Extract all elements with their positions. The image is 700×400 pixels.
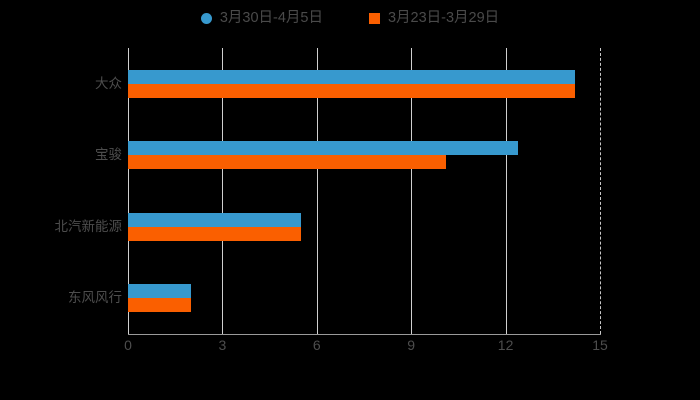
x-tick-label-6: 6: [312, 337, 321, 353]
y-axis-label-2: 北汽新能源: [54, 218, 123, 234]
x-axis-line: [128, 334, 601, 335]
bar[interactable]: [128, 284, 191, 299]
bar[interactable]: [128, 212, 302, 227]
gridline-0: [128, 48, 129, 334]
bar[interactable]: [128, 69, 575, 84]
legend-label-series-0: 3月30日-4月5日: [219, 9, 323, 26]
legend-circle-marker-icon: [200, 12, 212, 24]
gridline-12: [505, 48, 507, 334]
x-tick-label-0: 0: [124, 337, 132, 353]
gridline-15: [600, 48, 601, 334]
bar[interactable]: [128, 83, 575, 98]
bar[interactable]: [128, 298, 191, 313]
x-tick-label-15: 15: [592, 337, 608, 353]
plot-area: [128, 48, 601, 334]
x-axis-tick-labels: 0 3 6 9 12 15: [124, 337, 608, 360]
y-axis-label-3: 东风风行: [68, 290, 122, 306]
y-axis-label-1: 宝骏: [95, 147, 122, 163]
bar[interactable]: [128, 226, 302, 241]
x-tick-label-12: 12: [497, 337, 514, 353]
bar[interactable]: [128, 141, 519, 156]
chart-legend: 3月30日-4月5日 3月23日-3月29日: [0, 4, 700, 32]
gridline-9: [411, 48, 413, 334]
y-axis-category-labels: 大众宝骏北汽新能源东风风行: [0, 48, 123, 334]
legend-square-marker-icon: [368, 12, 380, 24]
gridline-3: [222, 48, 224, 334]
legend-entry-series-0[interactable]: 3月30日-4月5日: [200, 9, 323, 26]
legend-entry-series-1[interactable]: 3月23日-3月29日: [368, 9, 500, 26]
bar[interactable]: [128, 155, 446, 170]
y-axis-label-0: 大众: [95, 75, 122, 91]
x-tick-label-3: 3: [218, 337, 227, 353]
x-tick-label-9: 9: [407, 337, 416, 353]
legend-label-series-1: 3月23日-3月29日: [387, 9, 500, 26]
gridline-6: [316, 48, 318, 334]
